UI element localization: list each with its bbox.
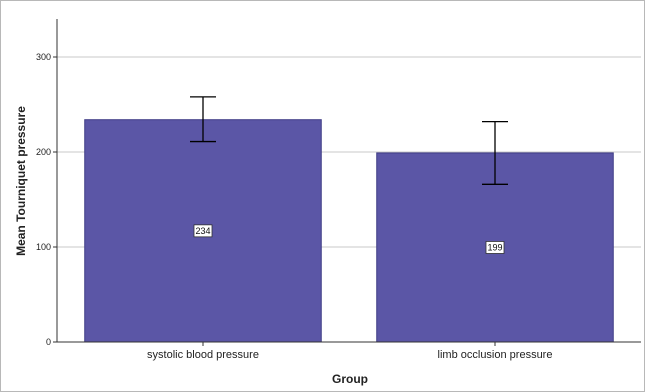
data-label-2: 199 [487, 243, 502, 253]
data-label-1: 234 [195, 226, 210, 236]
y-tick-label-100: 100 [36, 242, 51, 252]
bars [84, 119, 614, 343]
y-tick-labels: 0 100 200 300 [36, 52, 57, 347]
y-tick-label-200: 200 [36, 147, 51, 157]
y-tick-label-0: 0 [46, 337, 51, 347]
y-axis-title: Mean Tourniquet pressure [14, 106, 28, 256]
data-label-box-1 [193, 224, 213, 238]
x-axis-title: Group [332, 372, 368, 386]
x-category-label-2: limb occlusion pressure [438, 349, 553, 361]
data-labels: 234 199 [193, 224, 505, 254]
x-category-labels: systolic blood pressure limb occlusion pr… [147, 342, 552, 361]
y-tick-label-300: 300 [36, 52, 51, 62]
error-bars [190, 96, 508, 185]
data-label-box-2 [485, 241, 505, 254]
axes [56, 19, 641, 343]
x-category-label-1: systolic blood pressure [147, 349, 259, 361]
